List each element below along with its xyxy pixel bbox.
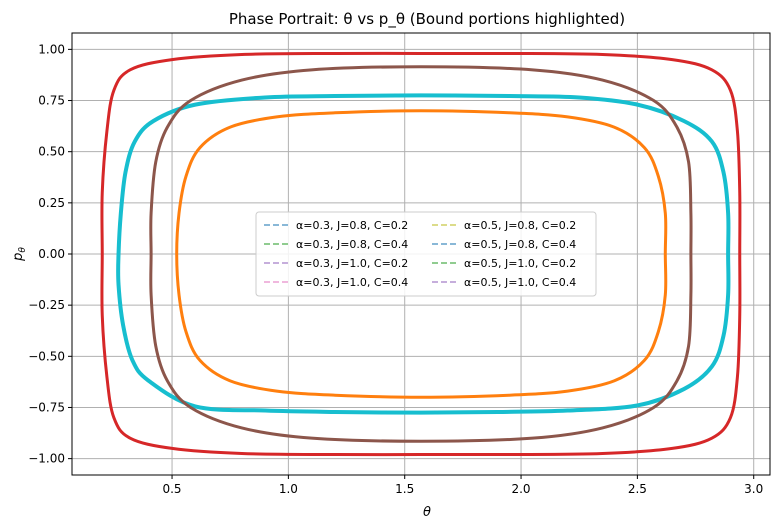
legend-label: α=0.5, J=1.0, C=0.2 (464, 257, 576, 270)
x-tick-label: 0.5 (162, 482, 181, 496)
phase-curve-2 (116, 93, 731, 415)
y-tick-label: 0.75 (38, 94, 65, 108)
legend-frame (255, 211, 597, 297)
y-axis-label-main: p (11, 253, 26, 262)
y-tick-label: 1.00 (38, 42, 65, 56)
chart-title: Phase Portrait: θ vs p_θ (Bound portions… (229, 10, 625, 29)
x-axis-label: θ (423, 505, 431, 520)
y-tick-label: −0.50 (28, 349, 65, 363)
y-tick-label: −0.75 (28, 400, 65, 414)
legend-label: α=0.5, J=1.0, C=0.4 (464, 276, 576, 289)
legend-label: α=0.3, J=1.0, C=0.2 (296, 257, 408, 270)
x-tick-label: 1.5 (395, 482, 414, 496)
legend-label: α=0.5, J=0.8, C=0.2 (464, 219, 576, 232)
x-tick-label: 2.5 (628, 482, 647, 496)
y-tick-label: 0.50 (38, 145, 65, 159)
legend-label: α=0.3, J=0.8, C=0.2 (296, 219, 408, 232)
ticks: 0.5 1.0 1.5 2.0 2.5 3.0 −1.00 −0.75 −0.50 −0.25 0.… (28, 42, 763, 496)
legend-label: α=0.3, J=0.8, C=0.4 (296, 238, 408, 251)
x-tick-label: 2.0 (511, 482, 530, 496)
legend-label: α=0.5, J=0.8, C=0.4 (464, 238, 576, 251)
x-tick-label: 3.0 (744, 482, 763, 496)
legend-label: α=0.3, J=1.0, C=0.4 (296, 276, 408, 289)
y-axis-label: pθ (11, 247, 28, 262)
phase-curve-3 (149, 65, 693, 443)
x-tick-label: 1.0 (279, 482, 298, 496)
y-axis-label-subscript: θ (18, 247, 28, 253)
y-tick-label: −1.00 (28, 452, 65, 466)
y-tick-label: 0.25 (38, 196, 65, 210)
series-layer (100, 51, 742, 457)
y-tick-label: −0.25 (28, 298, 65, 312)
phase-curve-4 (175, 109, 668, 399)
phase-curve-1 (100, 51, 742, 457)
y-tick-label: 0.00 (38, 247, 65, 261)
legend: α=0.3, J=0.8, C=0.2 α=0.3, J=0.8, C=0.4 α=… (255, 211, 597, 297)
